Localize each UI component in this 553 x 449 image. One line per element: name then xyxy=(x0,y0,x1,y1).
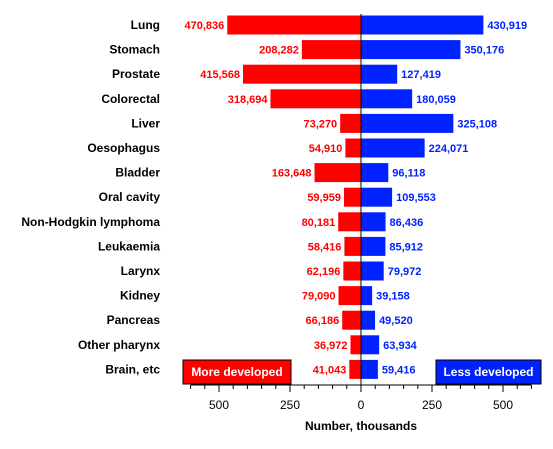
category-label-lung: Lung xyxy=(131,18,160,32)
value-label-less-developed-brain-etc: 59,416 xyxy=(382,364,416,376)
category-labels: Lung Stomach Prostate Colorectal Liver Oesoph… xyxy=(21,18,160,376)
x-axis: 500 250 0 250 500 xyxy=(190,384,532,412)
bar-less-developed-oral-cavity xyxy=(361,187,393,207)
bar-less-developed-lung xyxy=(361,15,484,35)
value-label-less-developed-pancreas: 49,520 xyxy=(379,315,413,327)
value-label-more-developed-pancreas: 66,186 xyxy=(306,315,340,327)
value-label-less-developed-liver: 325,108 xyxy=(457,118,497,130)
bar-more-developed-larynx xyxy=(343,261,361,281)
value-label-less-developed-leukaemia: 85,912 xyxy=(389,241,423,253)
x-tick-label: 0 xyxy=(358,398,365,412)
category-label-leukaemia: Leukaemia xyxy=(98,239,160,253)
bar-more-developed-stomach xyxy=(301,40,361,60)
bar-less-developed-colorectal xyxy=(361,89,413,109)
less-developed-bars xyxy=(361,15,484,379)
value-label-more-developed-liver: 73,270 xyxy=(304,118,338,130)
bar-less-developed-bladder xyxy=(361,163,389,183)
value-label-more-developed-oesophagus: 54,910 xyxy=(309,143,343,155)
bar-more-developed-bladder xyxy=(314,163,361,183)
bar-more-developed-non-hodgkin-lymphoma xyxy=(338,212,361,232)
legend-label-less-developed: Less developed xyxy=(443,365,533,379)
value-label-less-developed-non-hodgkin-lymphoma: 86,436 xyxy=(390,217,424,229)
value-label-less-developed-bladder: 96,118 xyxy=(392,168,425,180)
more-developed-bars xyxy=(227,15,361,379)
value-label-more-developed-lung: 470,836 xyxy=(185,20,225,32)
value-label-less-developed-kidney: 39,158 xyxy=(376,291,410,303)
value-label-less-developed-prostate: 127,419 xyxy=(401,69,441,81)
value-label-more-developed-brain-etc: 41,043 xyxy=(313,364,347,376)
bar-more-developed-oral-cavity xyxy=(343,187,361,207)
bar-more-developed-pancreas xyxy=(342,310,361,330)
value-label-less-developed-oesophagus: 224,071 xyxy=(429,143,469,155)
value-label-more-developed-leukaemia: 58,416 xyxy=(308,241,342,253)
category-label-brain-etc: Brain, etc xyxy=(105,362,160,376)
bar-less-developed-brain-etc xyxy=(361,359,378,379)
value-label-more-developed-bladder: 163,648 xyxy=(272,168,312,180)
category-label-kidney: Kidney xyxy=(120,289,160,303)
value-label-less-developed-colorectal: 180,059 xyxy=(416,94,456,106)
legend-label-more-developed: More developed xyxy=(191,365,282,379)
value-label-more-developed-kidney: 79,090 xyxy=(302,291,336,303)
bar-less-developed-pancreas xyxy=(361,310,376,330)
category-label-other-pharynx: Other pharynx xyxy=(78,338,160,352)
bar-more-developed-lung xyxy=(227,15,361,35)
category-label-bladder: Bladder xyxy=(115,166,160,180)
legend-swatch-more-developed xyxy=(182,359,292,385)
bar-more-developed-prostate xyxy=(242,64,361,84)
value-label-more-developed-stomach: 208,282 xyxy=(259,45,299,57)
category-label-pancreas: Pancreas xyxy=(107,313,161,327)
category-label-colorectal: Colorectal xyxy=(101,92,160,106)
value-label-less-developed-lung: 430,919 xyxy=(487,20,527,32)
category-label-liver: Liver xyxy=(131,116,160,130)
value-label-more-developed-other-pharynx: 36,972 xyxy=(314,340,348,352)
value-labels: 470,836 430,919 208,282 350,176 415,568 127,4… xyxy=(185,20,528,376)
bar-less-developed-prostate xyxy=(361,64,398,84)
bar-more-developed-colorectal xyxy=(270,89,361,109)
x-tick-label: 250 xyxy=(422,398,442,412)
bar-more-developed-brain-etc xyxy=(349,359,361,379)
bar-more-developed-leukaemia xyxy=(344,236,361,256)
x-tick-label: 250 xyxy=(280,398,300,412)
category-label-prostate: Prostate xyxy=(112,67,160,81)
value-label-more-developed-prostate: 415,568 xyxy=(200,69,240,81)
bar-more-developed-oesophagus xyxy=(345,138,361,158)
value-label-less-developed-larynx: 79,972 xyxy=(388,266,422,278)
value-label-more-developed-colorectal: 318,694 xyxy=(228,94,269,106)
bar-less-developed-leukaemia xyxy=(361,236,386,256)
bar-more-developed-kidney xyxy=(338,286,361,306)
value-label-more-developed-non-hodgkin-lymphoma: 80,181 xyxy=(302,217,336,229)
bar-less-developed-other-pharynx xyxy=(361,335,380,355)
bar-more-developed-other-pharynx xyxy=(350,335,361,355)
value-label-more-developed-oral-cavity: 59,959 xyxy=(307,192,341,204)
x-tick-label: 500 xyxy=(209,398,229,412)
category-label-oral-cavity: Oral cavity xyxy=(99,190,161,204)
legend-less-developed: Less developed xyxy=(435,359,542,385)
bar-more-developed-liver xyxy=(340,113,361,133)
category-label-stomach: Stomach xyxy=(109,43,160,57)
bar-less-developed-stomach xyxy=(361,40,461,60)
bar-less-developed-liver xyxy=(361,113,454,133)
value-label-less-developed-stomach: 350,176 xyxy=(464,45,504,57)
x-axis-title: Number, thousands xyxy=(305,419,417,433)
bar-less-developed-kidney xyxy=(361,286,373,306)
value-label-less-developed-other-pharynx: 63,934 xyxy=(383,340,418,352)
bar-less-developed-larynx xyxy=(361,261,384,281)
bar-less-developed-non-hodgkin-lymphoma xyxy=(361,212,386,232)
category-label-larynx: Larynx xyxy=(121,264,161,278)
legend-swatch-less-developed xyxy=(435,359,542,385)
legend-more-developed: More developed xyxy=(182,359,292,385)
bar-less-developed-oesophagus xyxy=(361,138,425,158)
category-label-oesophagus: Oesophagus xyxy=(87,141,160,155)
value-label-more-developed-larynx: 62,196 xyxy=(307,266,341,278)
x-tick-label: 500 xyxy=(493,398,513,412)
value-label-less-developed-oral-cavity: 109,553 xyxy=(396,192,436,204)
category-label-non-hodgkin-lymphoma: Non-Hodgkin lymphoma xyxy=(21,215,160,229)
